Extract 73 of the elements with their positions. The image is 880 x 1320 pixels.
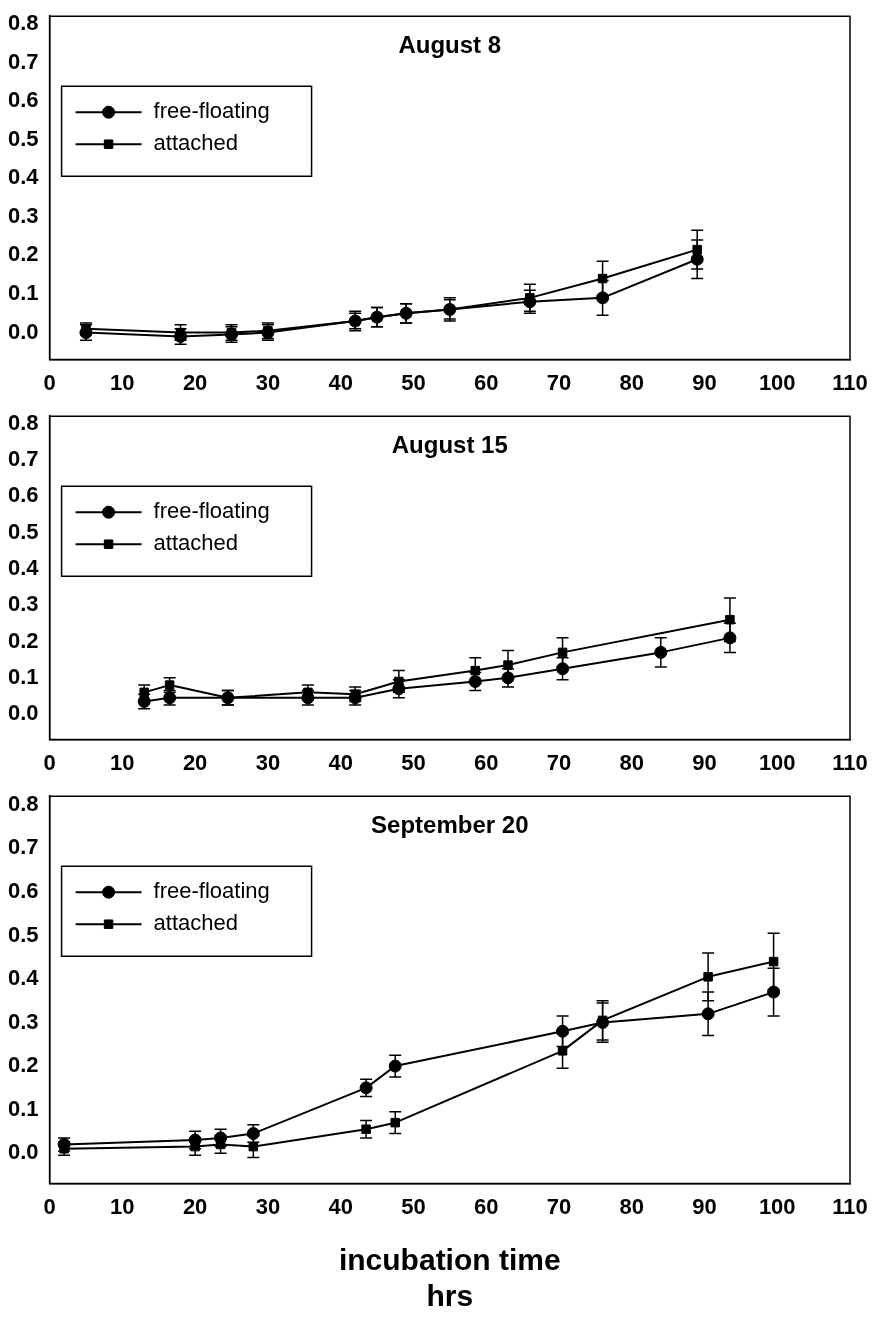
x-tick-label: 10	[110, 1193, 135, 1219]
y-tick-label: 0.4	[7, 965, 40, 991]
y-tick-label: 0.1	[7, 280, 39, 306]
x-axis-title: incubation time hrs	[338, 1243, 561, 1313]
y-tick-label: 0.4	[7, 554, 40, 580]
x-tick-label: 10	[110, 369, 135, 395]
x-tick-label: 90	[692, 749, 717, 775]
x-tick-label: 30	[255, 369, 281, 395]
legend-label: free-floating	[153, 98, 270, 124]
y-tick-label: 0.5	[7, 518, 39, 544]
x-tick-label: 70	[546, 369, 572, 395]
x-tick-label: 80	[619, 369, 644, 395]
y-tick-label: 0.4	[7, 164, 40, 190]
x-tick-label: 90	[692, 369, 717, 395]
y-tick-label: 0.1	[7, 663, 39, 689]
y-tick-label: 0.2	[7, 241, 39, 267]
x-tick-label: 50	[401, 1193, 426, 1219]
y-tick-label: 0.2	[7, 1052, 39, 1078]
y-tick-label: 0.0	[7, 700, 39, 726]
x-tick-label: 40	[328, 749, 353, 775]
x-tick-label: 0	[43, 749, 56, 775]
y-tick-label: 0.7	[7, 445, 39, 471]
y-tick-label: 0.1	[7, 1095, 39, 1121]
x-tick-label: 50	[401, 749, 426, 775]
x-tick-label: 80	[619, 749, 644, 775]
legend-label: free-floating	[153, 498, 270, 524]
x-tick-label: 30	[255, 1193, 281, 1219]
text: August 15	[391, 430, 508, 458]
y-tick-label: 0.3	[7, 591, 39, 617]
x-tick-label: 30	[255, 749, 281, 775]
x-tick-label: 100	[758, 1193, 796, 1219]
x-tick-label: 100	[758, 749, 796, 775]
y-tick-label: 0.3	[7, 202, 39, 228]
y-tick-label: 0.8	[7, 409, 39, 435]
legend-label: attached	[153, 530, 238, 556]
x-tick-label: 110	[832, 749, 868, 775]
text: August 8	[398, 30, 502, 58]
y-tick-label: 0.5	[7, 921, 39, 947]
y-tick-label: 0.5	[7, 125, 39, 151]
y-tick-label: 0.7	[7, 834, 39, 860]
x-tick-label: 20	[182, 1193, 208, 1219]
x-tick-label: 20	[182, 369, 208, 395]
x-tick-label: 90	[692, 1193, 717, 1219]
x-tick-label: 20	[182, 749, 208, 775]
x-tick-label: 40	[328, 1193, 353, 1219]
x-tick-label: 0	[43, 1193, 56, 1219]
y-tick-label: 0.0	[7, 318, 39, 344]
y-tick-label: 0.8	[7, 790, 39, 816]
legend-label: attached	[153, 130, 238, 156]
y-tick-label: 0.8	[7, 9, 39, 35]
x-tick-label: 60	[473, 749, 499, 775]
y-tick-label: 0.7	[7, 48, 39, 74]
x-tick-label: 100	[758, 369, 796, 395]
text: September 20	[371, 810, 529, 838]
x-tick-label: 60	[473, 369, 499, 395]
x-tick-label: 80	[619, 1193, 644, 1219]
y-tick-label: 0.0	[7, 1139, 39, 1165]
x-tick-label: 10	[110, 749, 135, 775]
x-tick-label: 50	[401, 369, 426, 395]
x-tick-label: 0	[43, 369, 56, 395]
y-tick-label: 0.2	[7, 627, 39, 653]
y-tick-label: 0.3	[7, 1008, 39, 1034]
x-tick-label: 70	[546, 749, 572, 775]
y-tick-label: 0.6	[7, 878, 39, 904]
legend-label: attached	[153, 910, 238, 936]
legend-label: free-floating	[153, 878, 270, 904]
x-tick-label: 60	[473, 1193, 499, 1219]
x-tick-label: 40	[328, 369, 353, 395]
x-tick-label: 110	[832, 369, 868, 395]
x-tick-label: 70	[546, 1193, 572, 1219]
y-tick-label: 0.6	[7, 482, 39, 508]
x-tick-label: 110	[832, 1193, 868, 1219]
y-tick-label: 0.6	[7, 87, 39, 113]
